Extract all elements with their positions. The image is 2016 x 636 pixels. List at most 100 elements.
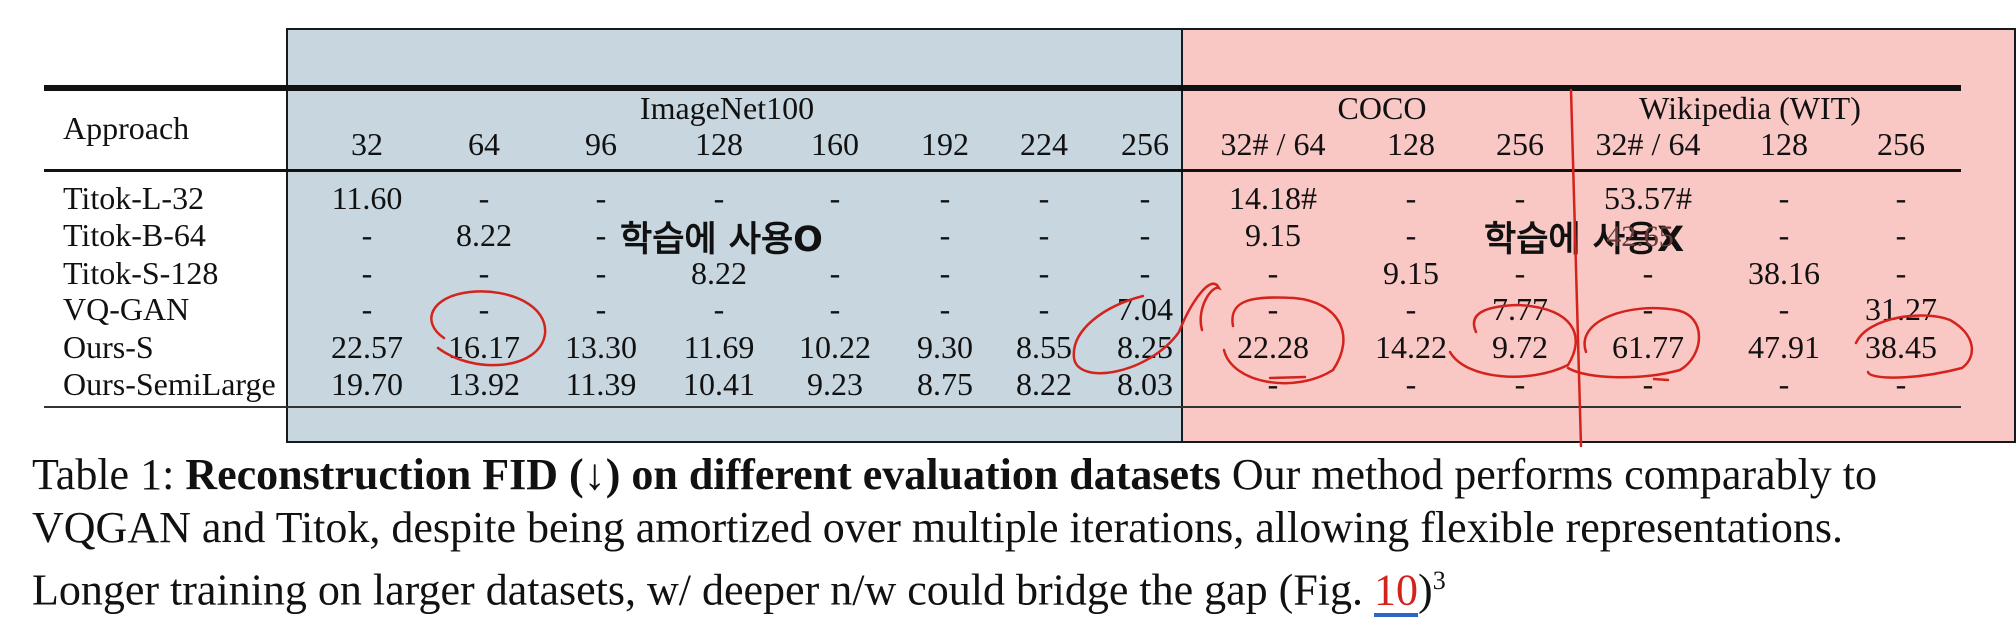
seen-datasets-highlight — [286, 28, 1181, 443]
table-cell-value: - — [1778, 180, 1790, 216]
row-method-name: VQ-GAN — [63, 291, 190, 327]
table-cell-value: 9.23 — [807, 366, 863, 402]
table-cell-value: - — [829, 255, 841, 291]
table-cell-value: - — [1778, 366, 1790, 402]
header-rule — [44, 169, 1961, 172]
column-header-resolution: 32# / 64 — [1595, 126, 1701, 162]
table-cell-value: - — [478, 180, 490, 216]
footnote-marker[interactable]: 3 — [1432, 566, 1446, 595]
table-cell-value: 8.75 — [917, 366, 973, 402]
table-cell-value: 61.77 — [1612, 329, 1684, 365]
row-method-name: Titok-L-32 — [63, 180, 205, 216]
table-cell-value: 7.04 — [1117, 291, 1173, 327]
column-header-resolution: 224 — [1020, 126, 1068, 162]
circle-mark-61-77 — [1566, 306, 1701, 379]
table-cell-value: - — [1895, 217, 1907, 253]
table-cell-value: - — [1895, 366, 1907, 402]
table-caption: Table 1: Reconstruction FID (↓) on diffe… — [32, 448, 1967, 617]
row-method-name: Ours-S — [63, 329, 154, 365]
hand-drawn-divider — [1569, 88, 1583, 448]
table-cell-value: 10.22 — [799, 329, 871, 365]
table-cell-value: 38.45 — [1865, 329, 1937, 365]
column-header-resolution: 256 — [1121, 126, 1169, 162]
table-cell-value: - — [713, 180, 725, 216]
table-cell-value: - — [361, 217, 373, 253]
table-cell-value: 9.15 — [1245, 217, 1301, 253]
table-cell-value: - — [1405, 366, 1417, 402]
table-cell-value: - — [1405, 291, 1417, 327]
table-cell-value: - — [939, 255, 951, 291]
table-cell-value: 8.22 — [691, 255, 747, 291]
table-cell-value: 22.57 — [331, 329, 403, 365]
table-cell-value: 14.22 — [1375, 329, 1447, 365]
seen-annotation-label: 학습에 사용O — [620, 220, 823, 260]
table-cell-value: 13.30 — [565, 329, 637, 365]
caption-prefix: Table 1: — [32, 450, 186, 499]
unseen-annotation-label: 학습에 사용X — [1484, 220, 1685, 260]
table-cell-value: 47.91 — [1748, 329, 1820, 365]
table-cell-value: 9.30 — [917, 329, 973, 365]
table-cell-value: - — [595, 255, 607, 291]
dataset-group-header: COCO — [1337, 90, 1427, 126]
table-cell-value: - — [1038, 180, 1050, 216]
circle-mark-16-17 — [430, 290, 547, 367]
dataset-group-header: Wikipedia (WIT) — [1639, 90, 1861, 126]
table-cell-value: - — [1038, 255, 1050, 291]
table-cell-value: - — [361, 291, 373, 327]
table-cell-value: - — [939, 217, 951, 253]
table-cell-value: - — [1642, 255, 1654, 291]
dataset-group-header: ImageNet100 — [639, 90, 815, 126]
table-cell-value: - — [361, 255, 373, 291]
column-header-resolution: 192 — [921, 126, 969, 162]
table-cell-value: - — [1267, 291, 1279, 327]
row-method-name: Titok-S-128 — [63, 255, 219, 291]
table-cell-value: 19.70 — [331, 366, 403, 402]
table-cell-value: 7.77 — [1492, 291, 1548, 327]
table-cell-value: - — [595, 291, 607, 327]
caption-close: ) — [1418, 565, 1433, 615]
table-cell-value: - — [829, 180, 841, 216]
approach-header: Approach — [63, 110, 190, 146]
caption-bold-title: Reconstruction FID (↓) on different eval… — [185, 450, 1221, 499]
unseen-datasets-highlight — [1181, 28, 2016, 443]
table-cell-value: - — [595, 180, 607, 216]
table-cell-value: - — [478, 291, 490, 327]
table-cell-value: 9.72 — [1492, 329, 1548, 365]
table-cell-value: - — [1778, 217, 1790, 253]
caption-body: Our method performs comparably to VQGAN … — [32, 450, 1878, 615]
figure-reference-link[interactable]: 10 — [1374, 565, 1419, 615]
table-cell-value: 11.69 — [683, 329, 755, 365]
table-cell-value: - — [713, 291, 725, 327]
column-header-resolution: 128 — [695, 126, 743, 162]
table-cell-value: - — [1267, 255, 1279, 291]
table-cell-value: - — [1514, 180, 1526, 216]
table-cell-value: - — [1139, 255, 1151, 291]
column-header-resolution: 256 — [1496, 126, 1544, 162]
table-cell-value: 31.27 — [1865, 291, 1937, 327]
column-header-resolution: 64 — [468, 126, 500, 162]
table-cell-value: 14.18# — [1229, 180, 1317, 216]
column-header-resolution: 128 — [1387, 126, 1435, 162]
table-cell-value: 10.41 — [683, 366, 755, 402]
table-cell-value: - — [1267, 366, 1279, 402]
table-cell-value: - — [1642, 366, 1654, 402]
table-cell-value: 38.16 — [1748, 255, 1820, 291]
table-cell-value: - — [1038, 291, 1050, 327]
table-cell-value: 11.60 — [331, 180, 403, 216]
table-cell-value: - — [1895, 180, 1907, 216]
column-header-resolution: 96 — [585, 126, 617, 162]
table-cell-value: - — [1778, 291, 1790, 327]
occluded-value: 42.65 — [1606, 220, 1674, 253]
table-cell-value: - — [478, 255, 490, 291]
circle-mark-38-45 — [1854, 314, 1974, 379]
table-cell-value: - — [1405, 180, 1417, 216]
table-cell-value: - — [595, 217, 607, 253]
table-cell-value: - — [1139, 180, 1151, 216]
circle-mark-8-25 — [1072, 282, 1222, 375]
table-cell-value: 9.15 — [1383, 255, 1439, 291]
table-cell-value: 8.22 — [1016, 366, 1072, 402]
table-cell-value: - — [1895, 255, 1907, 291]
table-cell-value: 8.22 — [456, 217, 512, 253]
top-rule — [44, 85, 1961, 91]
row-method-name: Ours-SemiLarge — [63, 366, 276, 402]
